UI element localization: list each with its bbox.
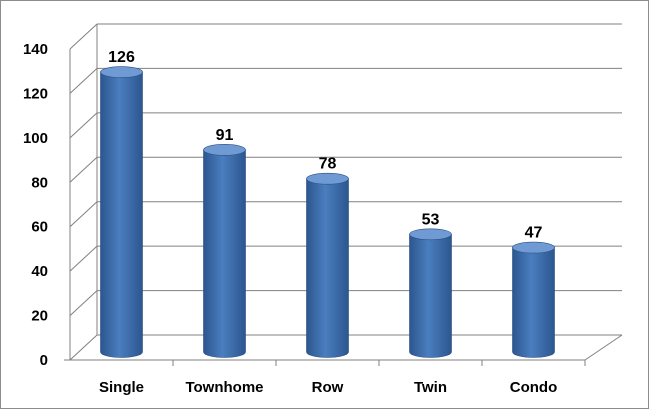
bar-top bbox=[306, 172, 349, 185]
bar-body bbox=[306, 178, 349, 358]
axes bbox=[64, 24, 623, 366]
bar-body bbox=[100, 71, 143, 358]
gridline-diagonal bbox=[69, 290, 98, 316]
x-tick-label: Townhome bbox=[185, 379, 263, 396]
bar-top bbox=[512, 241, 555, 254]
y-tick-label: 100 bbox=[23, 130, 48, 147]
x-tick-label: Single bbox=[99, 379, 144, 396]
y-tick-label: 60 bbox=[31, 219, 48, 236]
y-tick-label: 20 bbox=[31, 308, 48, 325]
y-tick-label: 0 bbox=[40, 352, 48, 369]
bar bbox=[409, 228, 452, 358]
y-tick-label: 120 bbox=[23, 85, 48, 102]
x-tick-label: Condo bbox=[510, 379, 557, 396]
bar bbox=[512, 241, 555, 358]
data-label: 126 bbox=[108, 49, 135, 66]
bar-top bbox=[100, 66, 143, 78]
bar bbox=[203, 144, 246, 358]
gridline-diagonal bbox=[69, 156, 98, 183]
y-tick-label: 140 bbox=[23, 41, 48, 58]
data-label: 53 bbox=[422, 211, 440, 228]
bar bbox=[100, 66, 143, 358]
bar-top bbox=[203, 144, 246, 156]
y-axis-ticks: 0 20 40 60 80 100 120 140 bbox=[23, 41, 48, 369]
floor-right-edge bbox=[584, 334, 623, 361]
bar-body bbox=[203, 149, 246, 358]
bar-top bbox=[409, 228, 452, 241]
bar bbox=[306, 172, 349, 358]
data-labels: 126 91 78 53 47 bbox=[108, 49, 542, 241]
data-label: 91 bbox=[216, 127, 234, 144]
gridline-diagonal bbox=[69, 334, 98, 361]
gridline-diagonal bbox=[69, 68, 98, 94]
bars bbox=[100, 66, 555, 358]
data-label: 47 bbox=[525, 225, 543, 242]
gridline-diagonal bbox=[69, 201, 98, 228]
y-tick-label: 40 bbox=[31, 263, 48, 280]
x-tick-label: Twin bbox=[414, 379, 447, 396]
x-axis-categories: Single Townhome Row Twin Condo bbox=[99, 379, 557, 396]
gridlines bbox=[69, 23, 622, 361]
x-tick-label: Row bbox=[312, 379, 344, 396]
data-label: 78 bbox=[319, 156, 337, 173]
gridline-diagonal bbox=[69, 112, 98, 139]
bar-body bbox=[512, 247, 555, 358]
y-tick-label: 80 bbox=[31, 174, 48, 191]
gridline-diagonal bbox=[69, 23, 98, 50]
bar-body bbox=[409, 233, 452, 358]
gridline-diagonal bbox=[69, 245, 98, 272]
